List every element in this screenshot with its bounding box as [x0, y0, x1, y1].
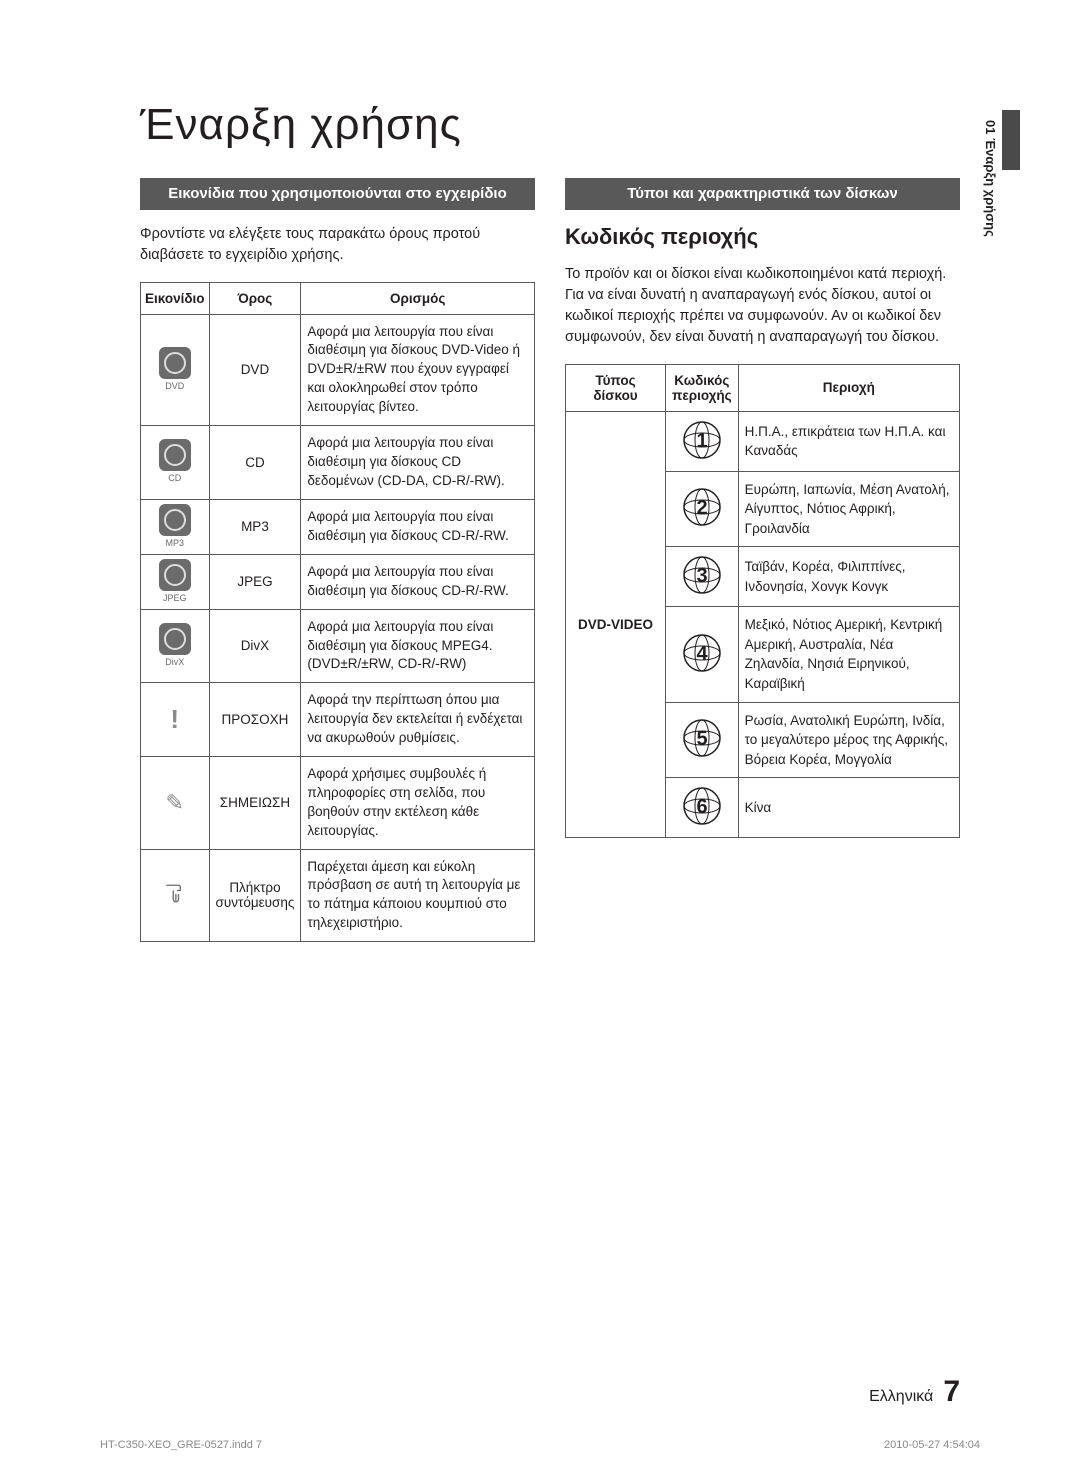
region-code-cell: 6	[666, 778, 739, 838]
term-cell: CD	[209, 425, 301, 499]
th-region-code: Κωδικός περιοχής	[666, 364, 739, 411]
region-description-cell: Η.Π.Α., επικράτεια των Η.Π.Α. και Καναδά…	[738, 411, 959, 471]
region-code-cell: 4	[666, 607, 739, 702]
svg-text:5: 5	[696, 728, 707, 750]
region-code-heading: Κωδικός περιοχής	[565, 224, 960, 250]
left-intro-text: Φροντίστε να ελέγξετε τους παρακάτω όρου…	[140, 224, 535, 266]
definition-cell: Αφορά μια λειτουργία που είναι διαθέσιμη…	[301, 609, 535, 683]
svg-text:4: 4	[696, 643, 708, 665]
svg-text:2: 2	[696, 497, 707, 519]
region-globe-icon: 2	[682, 487, 722, 527]
icon-cell	[141, 499, 210, 554]
two-column-layout: Εικονίδια που χρησιμοποιούνται στο εγχει…	[140, 178, 960, 942]
region-description-cell: Ευρώπη, Ιαπωνία, Μέση Ανατολή, Αίγυπτος,…	[738, 471, 959, 547]
shortcut-hand-icon	[161, 880, 189, 908]
print-filename: HT-C350-XEO_GRE-0527.indd 7	[100, 1439, 262, 1451]
term-cell: Πλήκτρο συντόμευσης	[209, 849, 301, 942]
left-column: Εικονίδια που χρησιμοποιούνται στο εγχει…	[140, 178, 535, 942]
term-cell: JPEG	[209, 554, 301, 609]
table-row: DVDΑφορά μια λειτουργία που είναι διαθέσ…	[141, 314, 535, 425]
caution-icon: !	[170, 704, 179, 734]
th-term: Όρος	[209, 282, 301, 314]
page-footer: Ελληνικά 7	[0, 1375, 1080, 1409]
table-row: ✎ ΣΗΜΕΙΩΣΗΑφορά χρήσιμες συμβουλές ή πληρ…	[141, 757, 535, 850]
definition-cell: Αφορά μια λειτουργία που είναι διαθέσιμη…	[301, 554, 535, 609]
definition-cell: Αφορά μια λειτουργία που είναι διαθέσιμη…	[301, 314, 535, 425]
table-row: JPEGΑφορά μια λειτουργία που είναι διαθέ…	[141, 554, 535, 609]
region-code-cell: 2	[666, 471, 739, 547]
region-code-cell: 5	[666, 702, 739, 778]
footer-page-number: 7	[943, 1375, 960, 1409]
th-region: Περιοχή	[738, 364, 959, 411]
th-disc-type: Τύπος δίσκου	[566, 364, 666, 411]
page-title: Έναρξη χρήσης	[140, 100, 960, 150]
icon-cell	[141, 554, 210, 609]
icons-table: Εικονίδιο Όρος Ορισμός DVDΑφορά μια λειτ…	[140, 282, 535, 943]
definition-cell: Αφορά μια λειτουργία που είναι διαθέσιμη…	[301, 499, 535, 554]
note-icon: ✎	[166, 790, 184, 815]
definition-cell: Παρέχεται άμεση και εύκολη πρόσβαση σε α…	[301, 849, 535, 942]
right-column: Τύποι και χαρακτηριστικά των δίσκων Κωδι…	[565, 178, 960, 942]
definition-cell: Αφορά χρήσιμες συμβουλές ή πληροφορίες σ…	[301, 757, 535, 850]
right-section-header: Τύποι και χαρακτηριστικά των δίσκων	[565, 178, 960, 210]
table-row: DVD-VIDEO1Η.Π.Α., επικράτεια των Η.Π.Α. …	[566, 411, 960, 471]
svg-text:1: 1	[696, 430, 707, 452]
region-globe-icon: 6	[682, 786, 722, 826]
icon-cell: ✎	[141, 757, 210, 850]
disc-icon	[159, 559, 191, 591]
region-globe-icon: 5	[682, 718, 722, 758]
print-timestamp: 2010-05-27 4:54:04	[884, 1439, 980, 1451]
icon-cell	[141, 609, 210, 683]
disc-icon	[159, 623, 191, 655]
region-description-cell: Μεξικό, Νότιος Αμερική, Κεντρική Αμερική…	[738, 607, 959, 702]
icon-cell	[141, 314, 210, 425]
region-code-cell: 1	[666, 411, 739, 471]
region-table: Τύπος δίσκου Κωδικός περιοχής Περιοχή DV…	[565, 364, 960, 839]
icon-cell	[141, 849, 210, 942]
definition-cell: Αφορά μια λειτουργία που είναι διαθέσιμη…	[301, 425, 535, 499]
term-cell: ΣΗΜΕΙΩΣΗ	[209, 757, 301, 850]
region-description-cell: Ρωσία, Ανατολική Ευρώπη, Ινδία, το μεγαλ…	[738, 702, 959, 778]
table-row: CDΑφορά μια λειτουργία που είναι διαθέσι…	[141, 425, 535, 499]
term-cell: MP3	[209, 499, 301, 554]
region-description-cell: Κίνα	[738, 778, 959, 838]
svg-text:3: 3	[696, 565, 707, 587]
th-icon: Εικονίδιο	[141, 282, 210, 314]
left-section-header: Εικονίδια που χρησιμοποιούνται στο εγχει…	[140, 178, 535, 210]
table-row: DivXΑφορά μια λειτουργία που είναι διαθέ…	[141, 609, 535, 683]
region-description-cell: Ταϊβάν, Κορέα, Φιλιππίνες, Ινδονησία, Χο…	[738, 547, 959, 607]
icon-cell: !	[141, 683, 210, 757]
disc-icon	[159, 504, 191, 536]
definition-cell: Αφορά την περίπτωση όπου μια λειτουργία …	[301, 683, 535, 757]
print-footer: HT-C350-XEO_GRE-0527.indd 7 2010-05-27 4…	[0, 1439, 1080, 1451]
right-intro-text: Το προϊόν και οι δίσκοι είναι κωδικοποιη…	[565, 264, 960, 348]
th-def: Ορισμός	[301, 282, 535, 314]
svg-text:6: 6	[696, 796, 707, 818]
region-globe-icon: 3	[682, 555, 722, 595]
icon-cell	[141, 425, 210, 499]
term-cell: DVD	[209, 314, 301, 425]
term-cell: ΠΡΟΣΟΧΗ	[209, 683, 301, 757]
table-row: Πλήκτρο συντόμευσηςΠαρέχεται άμεση και ε…	[141, 849, 535, 942]
region-code-cell: 3	[666, 547, 739, 607]
page-container: Έναρξη χρήσης Εικονίδια που χρησιμοποιού…	[0, 0, 1080, 1002]
region-globe-icon: 1	[682, 420, 722, 460]
region-globe-icon: 4	[682, 633, 722, 673]
table-row: MP3Αφορά μια λειτουργία που είναι διαθέσ…	[141, 499, 535, 554]
footer-language: Ελληνικά	[869, 1388, 933, 1406]
disc-icon	[159, 347, 191, 379]
disc-type-cell: DVD-VIDEO	[566, 411, 666, 838]
disc-icon	[159, 439, 191, 471]
term-cell: DivX	[209, 609, 301, 683]
table-row: ! ΠΡΟΣΟΧΗΑφορά την περίπτωση όπου μια λει…	[141, 683, 535, 757]
